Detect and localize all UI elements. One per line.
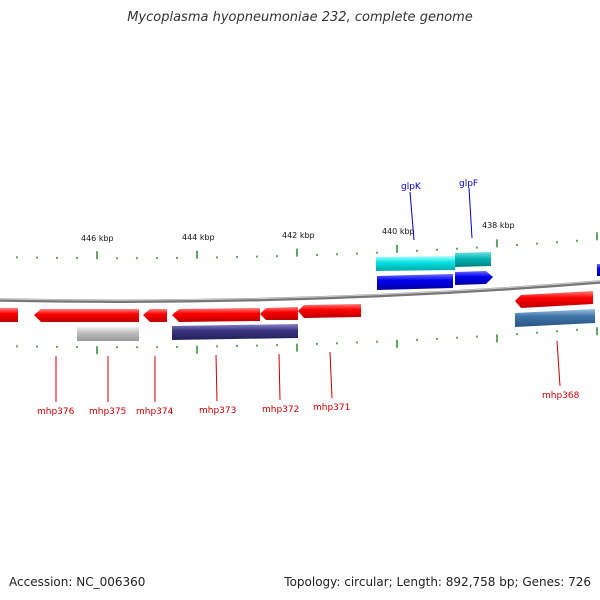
gene-label-connectors xyxy=(55,340,561,402)
feature-mhp368-steel[interactable] xyxy=(515,309,595,327)
gene-glpF-teal[interactable] xyxy=(455,252,491,267)
gene-glpK-cyan[interactable] xyxy=(376,256,455,271)
scale-labels: 446 kbp 444 kbp 442 kbp 440 kbp 438 kbp xyxy=(81,221,515,243)
genome-backbone-highlight xyxy=(0,280,600,301)
genome-backbone xyxy=(0,280,600,303)
gene-labels-top: glpK glpF xyxy=(401,179,478,192)
cds-mhp375[interactable] xyxy=(80,309,139,322)
gene-label-mhp368[interactable]: mhp368 xyxy=(542,391,580,401)
position-ticks xyxy=(16,232,598,355)
cds-edge-right[interactable] xyxy=(597,264,600,276)
cds-mhp368[interactable] xyxy=(515,291,593,308)
cds-mhp376[interactable] xyxy=(34,309,80,322)
genome-summary: Topology: circular; Length: 892,758 bp; … xyxy=(284,575,591,589)
scale-label: 442 kbp xyxy=(282,231,315,240)
cds-left-edge[interactable] xyxy=(0,308,18,322)
cds-mhp373[interactable] xyxy=(172,308,260,322)
genome-title: Mycoplasma hyopneumoniae 232, complete g… xyxy=(127,10,473,25)
cds-mhp371[interactable] xyxy=(298,304,361,318)
gene-label-mhp376[interactable]: mhp376 xyxy=(37,407,75,417)
gene-label-glpK[interactable]: glpK xyxy=(401,182,422,192)
gene-label-mhp372[interactable]: mhp372 xyxy=(262,405,299,415)
glpF-connector xyxy=(468,187,473,239)
reverse-features xyxy=(0,291,595,341)
forward-features xyxy=(376,252,600,290)
scale-label: 440 kbp xyxy=(382,227,415,236)
glpK-connector xyxy=(409,191,415,241)
feature-mhp373-navy[interactable] xyxy=(172,324,298,340)
gene-label-glpF[interactable]: glpF xyxy=(459,179,478,189)
feature-mhp375-grey[interactable] xyxy=(77,327,139,341)
scale-label: 446 kbp xyxy=(81,234,114,243)
accession: Accession: NC_006360 xyxy=(9,575,146,589)
gene-labels-bottom: mhp376 mhp375 mhp374 mhp373 mhp372 mhp37… xyxy=(37,391,580,417)
cds-mhp374[interactable] xyxy=(143,309,167,322)
cds-mhp372[interactable] xyxy=(260,307,298,320)
gene-label-mhp373[interactable]: mhp373 xyxy=(199,406,236,416)
scale-label: 444 kbp xyxy=(182,233,215,242)
gene-label-mhp374[interactable]: mhp374 xyxy=(136,407,174,417)
scale-label: 438 kbp xyxy=(482,221,515,230)
cds-glpF[interactable] xyxy=(455,271,493,285)
gene-label-mhp371[interactable]: mhp371 xyxy=(313,403,350,413)
cds-glpK[interactable] xyxy=(377,274,453,290)
gene-label-mhp375[interactable]: mhp375 xyxy=(89,407,126,417)
